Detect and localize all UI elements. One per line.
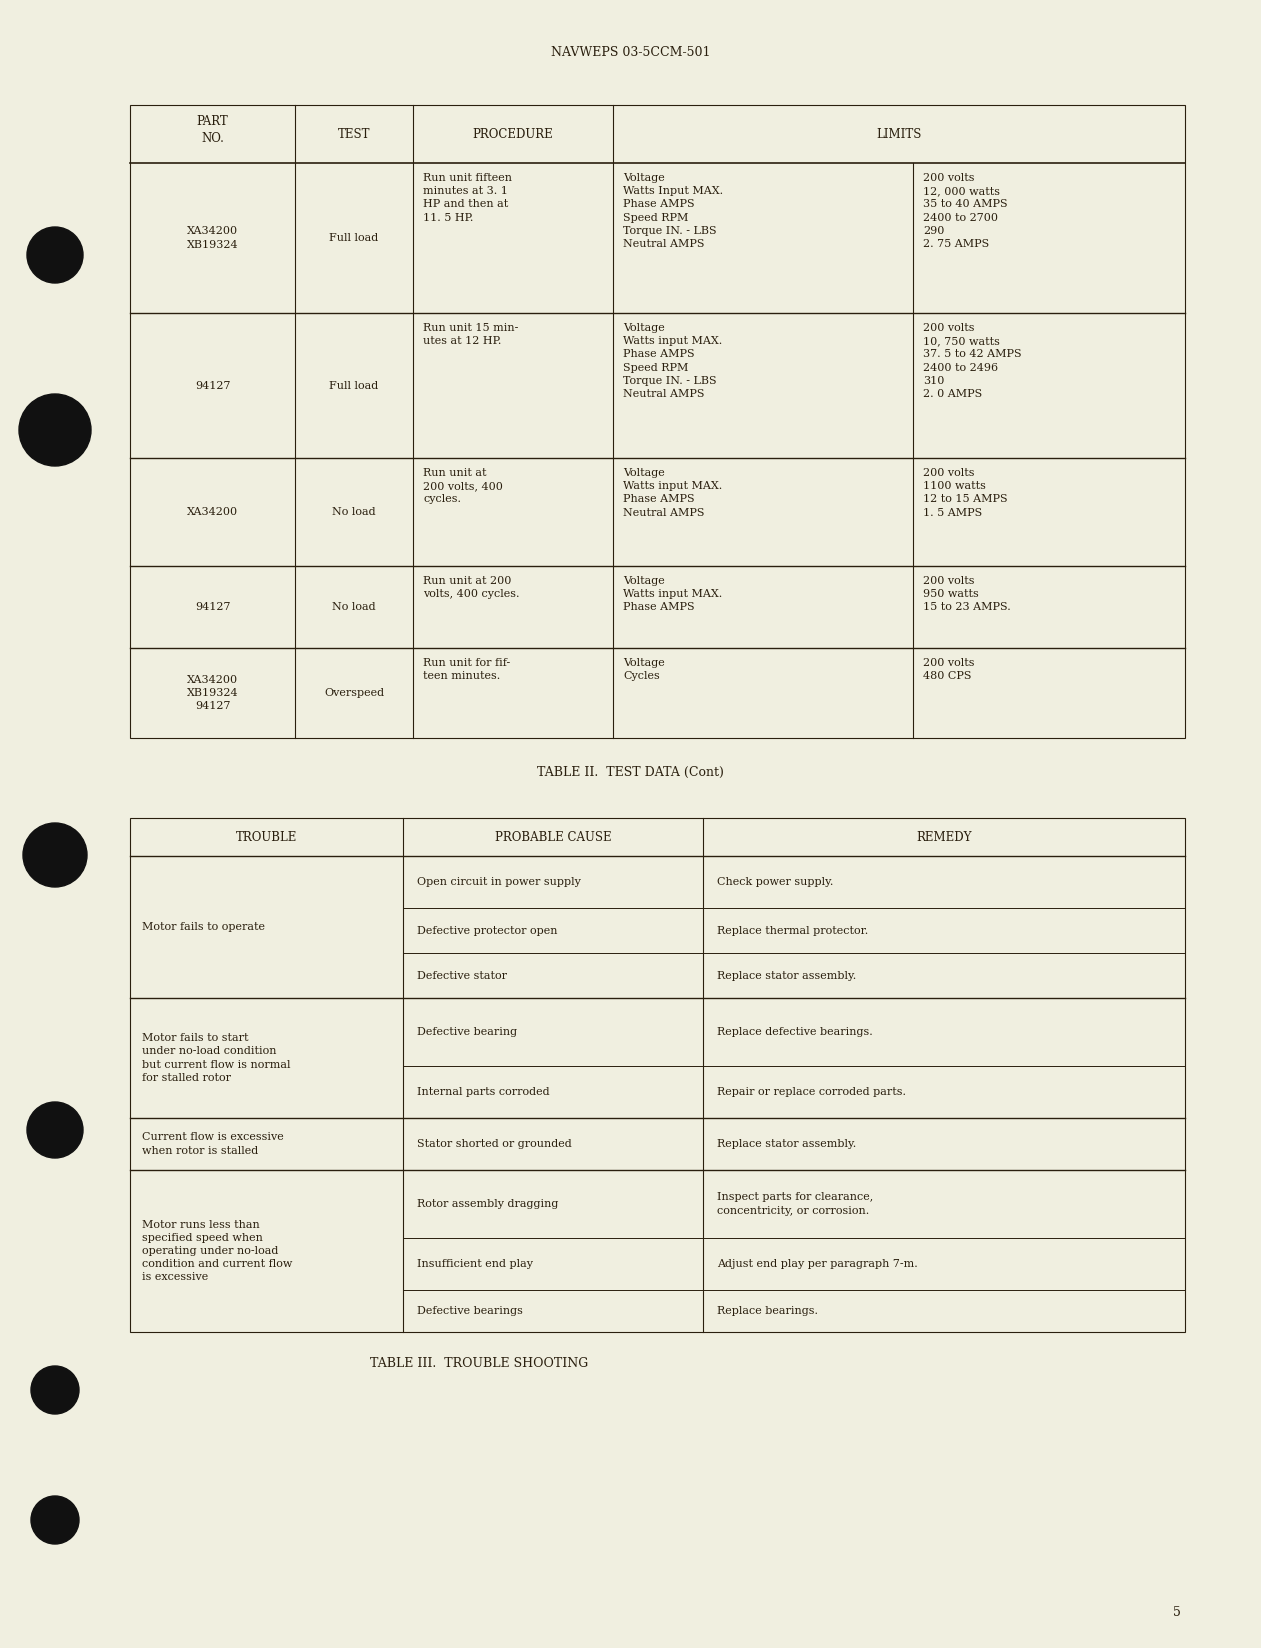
- Text: Defective stator: Defective stator: [417, 971, 507, 981]
- Text: Replace stator assembly.: Replace stator assembly.: [718, 1139, 856, 1149]
- Bar: [130, 105, 1185, 738]
- Text: No load: No load: [332, 602, 376, 611]
- Text: No load: No load: [332, 508, 376, 517]
- Text: Check power supply.: Check power supply.: [718, 877, 834, 887]
- Text: 200 volts
480 CPS: 200 volts 480 CPS: [923, 658, 975, 681]
- Text: Motor fails to operate: Motor fails to operate: [142, 921, 265, 933]
- Text: 94127: 94127: [194, 381, 231, 391]
- Text: TROUBLE: TROUBLE: [236, 831, 298, 844]
- Circle shape: [23, 822, 87, 887]
- Text: Voltage
Watts input MAX.
Phase AMPS
Speed RPM
Torque IN. - LBS
Neutral AMPS: Voltage Watts input MAX. Phase AMPS Spee…: [623, 323, 723, 399]
- Circle shape: [26, 1103, 83, 1159]
- Text: TABLE II.  TEST DATA (Cont): TABLE II. TEST DATA (Cont): [537, 766, 724, 780]
- Text: Insufficient end play: Insufficient end play: [417, 1259, 533, 1269]
- Text: Current flow is excessive
when rotor is stalled: Current flow is excessive when rotor is …: [142, 1132, 284, 1155]
- Text: Overspeed: Overspeed: [324, 687, 385, 699]
- Text: Full load: Full load: [329, 381, 378, 391]
- Bar: [130, 817, 1185, 1332]
- Text: Motor fails to start
under no-load condition
but current flow is normal
for stal: Motor fails to start under no-load condi…: [142, 1033, 290, 1083]
- Text: Voltage
Watts input MAX.
Phase AMPS
Neutral AMPS: Voltage Watts input MAX. Phase AMPS Neut…: [623, 468, 723, 517]
- Text: XA34200: XA34200: [187, 508, 238, 517]
- Text: PROBABLE CAUSE: PROBABLE CAUSE: [494, 831, 612, 844]
- Text: Open circuit in power supply: Open circuit in power supply: [417, 877, 581, 887]
- Text: Defective bearing: Defective bearing: [417, 1027, 517, 1037]
- Text: Defective bearings: Defective bearings: [417, 1305, 523, 1317]
- Text: Adjust end play per paragraph 7-m.: Adjust end play per paragraph 7-m.: [718, 1259, 918, 1269]
- Text: 200 volts
12, 000 watts
35 to 40 AMPS
2400 to 2700
290
2. 75 AMPS: 200 volts 12, 000 watts 35 to 40 AMPS 24…: [923, 173, 1008, 249]
- Text: Rotor assembly dragging: Rotor assembly dragging: [417, 1200, 559, 1210]
- Text: PART
NO.: PART NO.: [197, 115, 228, 145]
- Text: XA34200
XB19324: XA34200 XB19324: [187, 226, 238, 249]
- Circle shape: [32, 1366, 79, 1414]
- Text: Repair or replace corroded parts.: Repair or replace corroded parts.: [718, 1088, 905, 1098]
- Text: TABLE III.  TROUBLE SHOOTING: TABLE III. TROUBLE SHOOTING: [369, 1356, 589, 1369]
- Text: Replace stator assembly.: Replace stator assembly.: [718, 971, 856, 981]
- Text: Voltage
Cycles: Voltage Cycles: [623, 658, 665, 681]
- Text: 200 volts
950 watts
15 to 23 AMPS.: 200 volts 950 watts 15 to 23 AMPS.: [923, 577, 1011, 613]
- Text: TEST: TEST: [338, 127, 371, 140]
- Text: Full load: Full load: [329, 232, 378, 242]
- Text: Motor runs less than
specified speed when
operating under no-load
condition and : Motor runs less than specified speed whe…: [142, 1220, 293, 1282]
- Text: Inspect parts for clearance,
concentricity, or corrosion.: Inspect parts for clearance, concentrici…: [718, 1193, 874, 1216]
- Circle shape: [19, 394, 91, 466]
- Text: Defective protector open: Defective protector open: [417, 926, 557, 936]
- Text: Run unit 15 min-
utes at 12 HP.: Run unit 15 min- utes at 12 HP.: [422, 323, 518, 346]
- Circle shape: [32, 1496, 79, 1544]
- Text: 200 volts
10, 750 watts
37. 5 to 42 AMPS
2400 to 2496
310
2. 0 AMPS: 200 volts 10, 750 watts 37. 5 to 42 AMPS…: [923, 323, 1021, 399]
- Text: XA34200
XB19324
94127: XA34200 XB19324 94127: [187, 674, 238, 712]
- Text: PROCEDURE: PROCEDURE: [473, 127, 554, 140]
- Text: Run unit at 200
volts, 400 cycles.: Run unit at 200 volts, 400 cycles.: [422, 577, 520, 600]
- Text: Internal parts corroded: Internal parts corroded: [417, 1088, 550, 1098]
- Text: REMEDY: REMEDY: [917, 831, 972, 844]
- Text: 200 volts
1100 watts
12 to 15 AMPS
1. 5 AMPS: 200 volts 1100 watts 12 to 15 AMPS 1. 5 …: [923, 468, 1008, 517]
- Text: Run unit fifteen
minutes at 3. 1
HP and then at
11. 5 HP.: Run unit fifteen minutes at 3. 1 HP and …: [422, 173, 512, 222]
- Text: LIMITS: LIMITS: [876, 127, 922, 140]
- Text: Replace bearings.: Replace bearings.: [718, 1305, 818, 1317]
- Text: Run unit at
200 volts, 400
cycles.: Run unit at 200 volts, 400 cycles.: [422, 468, 503, 504]
- Text: 94127: 94127: [194, 602, 231, 611]
- Text: Voltage
Watts Input MAX.
Phase AMPS
Speed RPM
Torque IN. - LBS
Neutral AMPS: Voltage Watts Input MAX. Phase AMPS Spee…: [623, 173, 723, 249]
- Text: Replace thermal protector.: Replace thermal protector.: [718, 926, 869, 936]
- Circle shape: [26, 227, 83, 283]
- Text: NAVWEPS 03-5CCM-501: NAVWEPS 03-5CCM-501: [551, 46, 710, 58]
- Text: Run unit for fif-
teen minutes.: Run unit for fif- teen minutes.: [422, 658, 511, 681]
- Text: 5: 5: [1173, 1607, 1182, 1620]
- Text: Stator shorted or grounded: Stator shorted or grounded: [417, 1139, 571, 1149]
- Text: Replace defective bearings.: Replace defective bearings.: [718, 1027, 873, 1037]
- Text: Voltage
Watts input MAX.
Phase AMPS: Voltage Watts input MAX. Phase AMPS: [623, 577, 723, 613]
